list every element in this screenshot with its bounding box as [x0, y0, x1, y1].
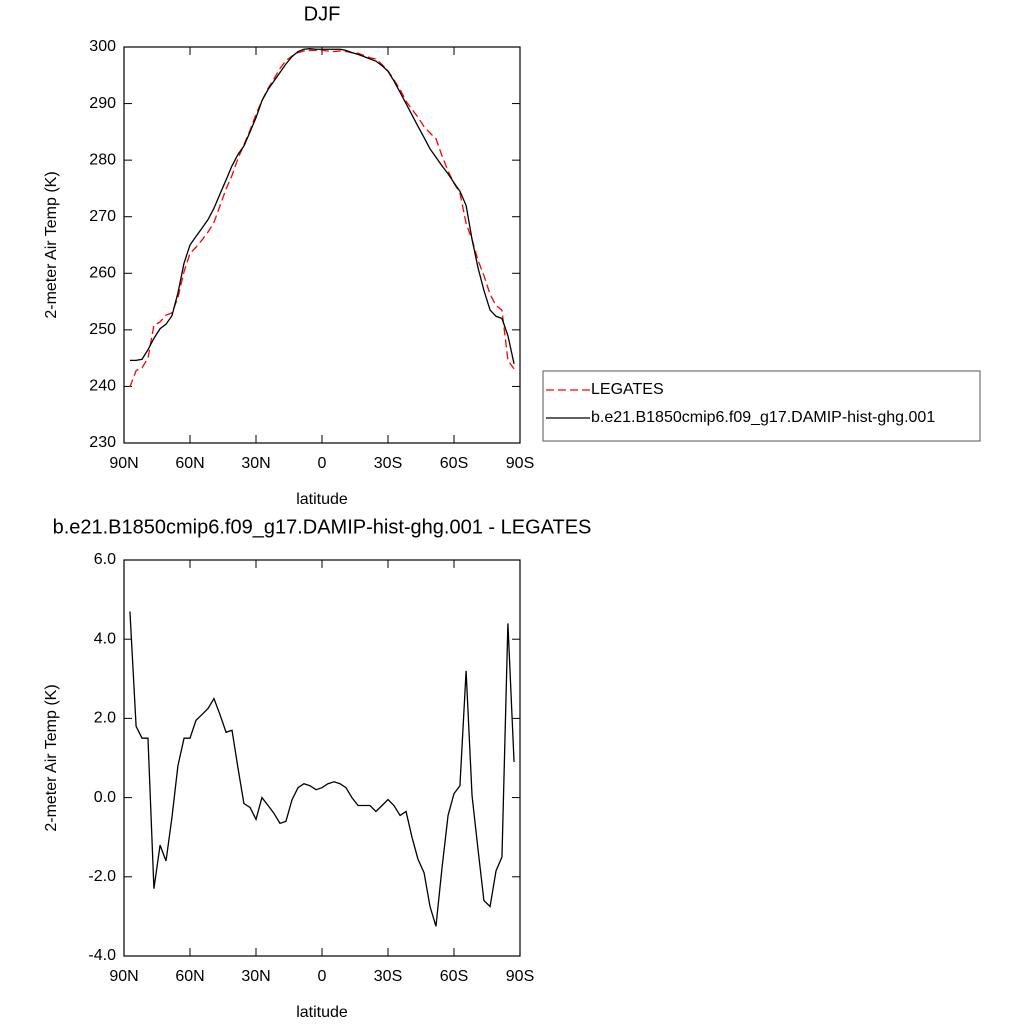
y-tick-label: -2.0: [88, 868, 116, 885]
y-axis-label: 2-meter Air Temp (K): [43, 171, 60, 318]
y-tick-label: 240: [89, 378, 116, 395]
plot-frame: [123, 559, 521, 957]
y-tick-label: 4.0: [94, 630, 116, 647]
x-tick-label: 60N: [175, 968, 204, 985]
x-tick-label: 30N: [241, 455, 270, 472]
y-tick-label: 260: [89, 265, 116, 282]
x-tick-label: 90N: [109, 455, 138, 472]
x-tick-label: 30N: [241, 968, 270, 985]
plot-frame: [123, 46, 521, 444]
legend-box: [542, 370, 981, 442]
y-tick-label: 270: [89, 208, 116, 225]
chart-title: b.e21.B1850cmip6.f09_g17.DAMIP-hist-ghg.…: [53, 516, 592, 538]
data-line: [129, 611, 515, 927]
y-axis-label: 2-meter Air Temp (K): [43, 684, 60, 831]
x-tick-label: 60N: [175, 455, 204, 472]
x-tick-label: 30S: [374, 455, 402, 472]
x-tick-label: 90S: [506, 455, 534, 472]
x-tick-label: 0: [318, 968, 327, 985]
x-tick-label: 60S: [440, 968, 468, 985]
y-tick-label: 0.0: [94, 789, 116, 806]
x-tick-label: 90S: [506, 968, 534, 985]
y-tick-label: 2.0: [94, 710, 116, 727]
x-axis-label: latitude: [296, 1004, 348, 1021]
x-tick-label: 30S: [374, 968, 402, 985]
legend-label: LEGATES: [591, 381, 664, 398]
data-line: [129, 49, 515, 388]
y-tick-label: 280: [89, 151, 116, 168]
y-tick-label: 290: [89, 95, 116, 112]
data-line: [129, 48, 515, 364]
y-tick-label: 6.0: [94, 551, 116, 568]
y-tick-label: -4.0: [88, 947, 116, 964]
x-tick-label: 0: [318, 455, 327, 472]
y-tick-label: 230: [89, 434, 116, 451]
y-tick-label: 250: [89, 321, 116, 338]
x-tick-label: 90N: [109, 968, 138, 985]
y-tick-label: 300: [89, 38, 116, 55]
chart-title: DJF: [304, 3, 341, 25]
x-tick-label: 60S: [440, 455, 468, 472]
legend-label: b.e21.B1850cmip6.f09_g17.DAMIP-hist-ghg.…: [591, 409, 935, 426]
x-axis-label: latitude: [296, 491, 348, 508]
